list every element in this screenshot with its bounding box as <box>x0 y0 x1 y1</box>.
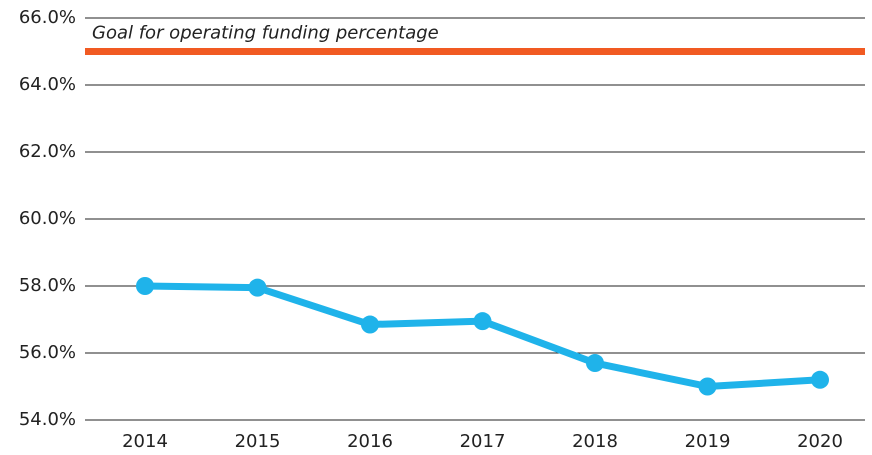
series-line <box>144 282 821 390</box>
x-tick-label: 2018 <box>572 431 618 452</box>
goal-annotation: Goal for operating funding percentage <box>92 23 439 44</box>
data-point <box>136 277 154 295</box>
data-point <box>361 315 379 334</box>
x-tick-label: 2014 <box>122 431 168 452</box>
x-tick-label: 2016 <box>347 431 393 452</box>
y-tick-label: 56.0% <box>19 342 76 363</box>
data-point <box>698 377 717 396</box>
y-tick-label: 60.0% <box>19 208 76 229</box>
data-point <box>473 312 492 331</box>
data-point <box>248 278 267 297</box>
y-tick-label: 64.0% <box>19 74 76 95</box>
x-tick-label: 2017 <box>460 431 506 452</box>
data-point <box>811 370 829 389</box>
x-tick-label: 2015 <box>235 431 281 452</box>
x-tick-label: 2020 <box>797 431 843 452</box>
x-tick-label: 2019 <box>685 431 731 452</box>
y-tick-label: 66.0% <box>19 7 76 28</box>
data-point <box>586 354 604 373</box>
y-tick-label: 54.0% <box>19 409 76 430</box>
y-tick-label: 62.0% <box>19 141 76 162</box>
y-tick-label: 58.0% <box>19 275 76 296</box>
